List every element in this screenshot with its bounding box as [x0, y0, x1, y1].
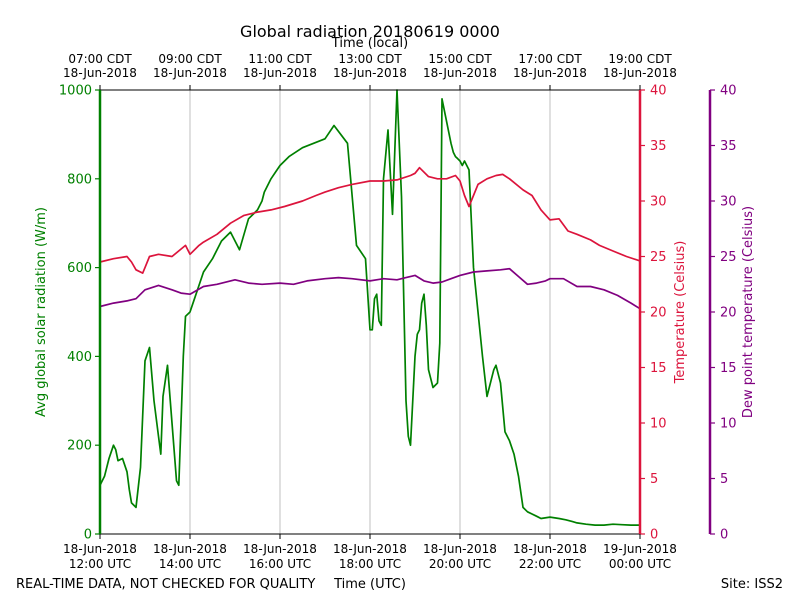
dewpoint-tick-label-5: 5 — [720, 472, 728, 487]
bottom-tick-time-18: 18:00 UTC — [339, 557, 401, 571]
left-tick-label-0: 0 — [84, 528, 92, 543]
top-tick-date-16: 18-Jun-2018 — [243, 66, 317, 80]
temp-tick-label-35: 35 — [650, 139, 667, 154]
top-tick-date-20: 18-Jun-2018 — [423, 66, 497, 80]
bottom-tick-date-24: 19-Jun-2018 — [603, 542, 677, 556]
bottom-tick-date-20: 18-Jun-2018 — [423, 542, 497, 556]
bottom-tick-time-22: 22:00 UTC — [519, 557, 581, 571]
quality-disclaimer: REAL-TIME DATA, NOT CHECKED FOR QUALITY — [16, 577, 315, 592]
top-tick-time-14: 09:00 CDT — [158, 52, 222, 66]
axes: 0200400600800100005101520253035400510152… — [59, 52, 737, 571]
bottom-tick-time-16: 16:00 UTC — [249, 557, 311, 571]
series-line-dew-point-temperature — [99, 267, 641, 310]
left-tick-label-800: 800 — [67, 172, 92, 187]
chart-title: Global radiation 20180619 0000 — [240, 22, 500, 41]
left-tick-label-600: 600 — [67, 261, 92, 276]
top-tick-time-24: 19:00 CDT — [608, 52, 672, 66]
bottom-tick-date-12: 18-Jun-2018 — [63, 542, 137, 556]
temp-tick-label-15: 15 — [650, 361, 667, 376]
top-tick-time-20: 15:00 CDT — [428, 52, 492, 66]
dewpoint-tick-label-0: 0 — [720, 528, 728, 543]
right-y-axis-label-dewpoint: Dew point temperature (Celsius) — [741, 206, 756, 418]
top-tick-date-18: 18-Jun-2018 — [333, 66, 407, 80]
top-tick-time-12: 07:00 CDT — [68, 52, 132, 66]
top-tick-time-16: 11:00 CDT — [248, 52, 312, 66]
dewpoint-tick-label-20: 20 — [720, 306, 737, 321]
temp-tick-label-10: 10 — [650, 417, 667, 432]
bottom-tick-time-24: 00:00 UTC — [609, 557, 671, 571]
bottom-tick-date-22: 18-Jun-2018 — [513, 542, 587, 556]
bottom-tick-time-20: 20:00 UTC — [429, 557, 491, 571]
bottom-tick-time-14: 14:00 UTC — [159, 557, 221, 571]
temp-tick-label-5: 5 — [650, 472, 658, 487]
bottom-tick-date-18: 18-Jun-2018 — [333, 542, 407, 556]
series-line-temperature — [99, 166, 641, 274]
top-tick-date-14: 18-Jun-2018 — [153, 66, 227, 80]
left-y-axis-label: Avg global solar radiation (W/m) — [34, 207, 49, 417]
top-tick-time-22: 17:00 CDT — [518, 52, 582, 66]
bottom-tick-time-12: 12:00 UTC — [69, 557, 131, 571]
top-tick-time-18: 13:00 CDT — [338, 52, 402, 66]
dewpoint-tick-label-15: 15 — [720, 361, 737, 376]
left-tick-label-400: 400 — [67, 350, 92, 365]
temp-tick-label-20: 20 — [650, 306, 667, 321]
right-y-axis-label-temperature: Temperature (Celsius) — [673, 241, 688, 385]
top-tick-date-12: 18-Jun-2018 — [63, 66, 137, 80]
temp-tick-label-0: 0 — [650, 528, 658, 543]
left-tick-label-1000: 1000 — [59, 84, 92, 99]
top-tick-date-22: 18-Jun-2018 — [513, 66, 587, 80]
bottom-tick-date-16: 18-Jun-2018 — [243, 542, 317, 556]
top-tick-date-24: 18-Jun-2018 — [603, 66, 677, 80]
temp-tick-label-25: 25 — [650, 250, 667, 265]
dewpoint-tick-label-35: 35 — [720, 139, 737, 154]
bottom-tick-date-14: 18-Jun-2018 — [153, 542, 227, 556]
dewpoint-tick-label-40: 40 — [720, 84, 737, 99]
dewpoint-tick-label-25: 25 — [720, 250, 737, 265]
dewpoint-tick-label-30: 30 — [720, 195, 737, 210]
temp-tick-label-40: 40 — [650, 84, 667, 99]
series-line-avg-global-solar-radiation — [99, 89, 640, 526]
top-axis-label: Time (local) — [331, 36, 408, 51]
gridlines — [189, 90, 551, 534]
left-tick-label-200: 200 — [67, 439, 92, 454]
temp-tick-label-30: 30 — [650, 195, 667, 210]
series-layer — [99, 89, 641, 526]
site-label: Site: ISS2 — [721, 577, 783, 592]
x-axis-label: Time (UTC) — [333, 577, 406, 592]
dewpoint-tick-label-10: 10 — [720, 417, 737, 432]
